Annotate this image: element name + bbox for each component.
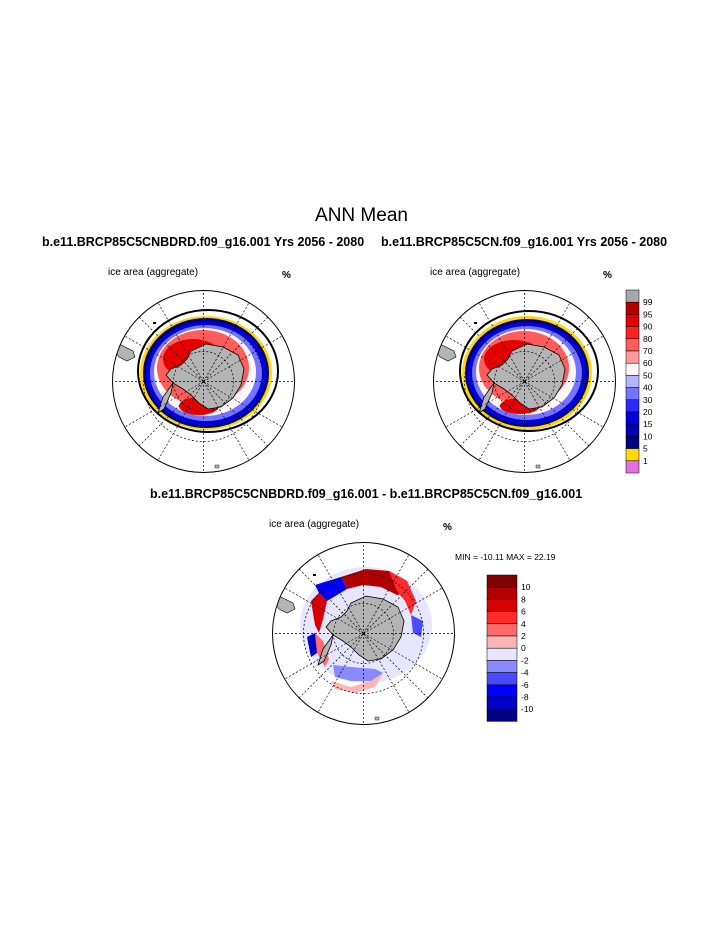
difference-colorbar-tick-label: 0	[521, 643, 526, 653]
difference-colorbar-tick-label: -8	[521, 692, 529, 702]
ice-area-colorbar-swatch	[625, 350, 640, 364]
panel-3-min-max: MIN = -10.11 MAX = 22.19	[455, 552, 556, 562]
latitude-circle-inner	[173, 351, 234, 412]
positive-anomaly-west	[311, 593, 327, 633]
ice-area-colorbar-tick-label: 60	[643, 358, 653, 368]
panel-2-title: b.e11.BRCP85C5CN.f09_g16.001 Yrs 2056 - …	[381, 235, 668, 249]
difference-colorbar-tick-label: -2	[521, 655, 529, 665]
difference-colorbar-swatch	[486, 574, 518, 588]
difference-colorbar-swatch	[486, 635, 518, 649]
difference-colorbar-tick-label: -6	[521, 680, 529, 690]
ice-area-colorbar-swatch	[625, 411, 640, 425]
ice-area-colorbar-tick-label: 99	[643, 297, 653, 307]
panel-2-map	[433, 290, 616, 473]
panel-1-variable: ice area (aggregate)	[108, 267, 199, 278]
ice-area-colorbar-swatch	[625, 301, 640, 315]
positive-anomaly-ross	[331, 673, 383, 693]
ice-extent-contour	[137, 309, 279, 433]
difference-colorbar-tick-label: 4	[521, 619, 526, 629]
difference-colorbar-swatch	[486, 696, 518, 710]
ice-area-colorbar-tick-label: 70	[643, 346, 653, 356]
difference-colorbar-tick-label: -4	[521, 668, 529, 678]
ice-area-colorbar-tick-label: 10	[643, 431, 653, 441]
panel-1-units: %	[282, 270, 291, 281]
ice-area-colorbar-swatch	[625, 362, 640, 376]
ice-area-colorbar-tick-label: 5	[643, 444, 648, 454]
difference-colorbar-tick-label: 6	[521, 607, 526, 617]
ice-area-colorbar-tick-label: 90	[643, 322, 653, 332]
ice-area-colorbar-tick-label: 50	[643, 370, 653, 380]
difference-colorbar-tick-label: 2	[521, 631, 526, 641]
difference-colorbar-swatch	[486, 623, 518, 637]
ice-area-colorbar-swatch	[625, 326, 640, 340]
difference-colorbar-swatch	[486, 684, 518, 698]
panel-2-variable: ice area (aggregate)	[430, 267, 521, 278]
panel-2-units: %	[603, 270, 612, 281]
ice-area-colorbar-tick-label: 15	[643, 419, 653, 429]
ice-area-colorbar-tick-label: 20	[643, 407, 653, 417]
difference-colorbar-swatch	[486, 708, 518, 722]
ice-area-colorbar-tick-label: 40	[643, 383, 653, 393]
difference-colorbar-tick-label: -10	[521, 704, 534, 714]
negative-anomaly-west	[307, 633, 317, 657]
ice-area-colorbar-swatch	[625, 423, 640, 437]
difference-colorbar-swatch	[486, 647, 518, 661]
panel-3-variable: ice area (aggregate)	[269, 519, 360, 530]
ice-area-colorbar-swatch	[625, 460, 640, 474]
panel-3-map	[272, 542, 455, 725]
difference-colorbar-swatch	[486, 599, 518, 612]
difference-colorbar-tick-label: 8	[521, 594, 526, 604]
difference-colorbar-swatch	[486, 672, 518, 686]
difference-colorbar-tick-label: 10	[521, 582, 531, 592]
ice-area-colorbar-swatch	[625, 436, 640, 449]
ice-area-colorbar-swatch	[625, 314, 640, 327]
difference-colorbar-swatch	[486, 611, 518, 625]
ice-area-colorbar-tick-label: 30	[643, 395, 653, 405]
panel-3-title: b.e11.BRCP85C5CNBDRD.f09_g16.001 - b.e11…	[150, 487, 583, 501]
negative-anomaly-northwest	[315, 577, 347, 601]
ice-area-colorbar-swatch	[625, 448, 640, 462]
ice-area-colorbar-tick-label: 80	[643, 334, 653, 344]
page-title: ANN Mean	[315, 205, 408, 226]
ice-area-colorbar-swatch	[625, 387, 640, 401]
ice-area-colorbar-tick-label: 95	[643, 309, 653, 319]
ice-extent-contour	[459, 310, 599, 432]
ice-area-colorbar-swatch	[625, 399, 640, 413]
negative-anomaly-ross	[333, 665, 383, 681]
difference-colorbar-swatch	[486, 660, 518, 673]
panel-1-map	[112, 290, 295, 473]
difference-colorbar-swatch	[486, 586, 518, 600]
positive-anomaly-east	[389, 571, 416, 615]
panel-1-title: b.e11.BRCP85C5CNBDRD.f09_g16.001 Yrs 205…	[42, 235, 365, 249]
panel-3-units: %	[443, 522, 452, 533]
difference-colorbar: 10 8 6 4 2 0 -2 -4 -6 -8 -10	[486, 574, 534, 722]
ice-area-colorbar: 99 95 90 80 70 60 50 40 30 20 15 10 5 1	[625, 289, 653, 474]
ice-area-colorbar-swatch	[625, 289, 640, 303]
ice-area-colorbar-swatch	[625, 338, 640, 352]
ice-area-colorbar-tick-label: 1	[643, 456, 648, 466]
ice-area-colorbar-swatch	[625, 375, 640, 388]
negative-anomaly-east	[411, 615, 423, 637]
